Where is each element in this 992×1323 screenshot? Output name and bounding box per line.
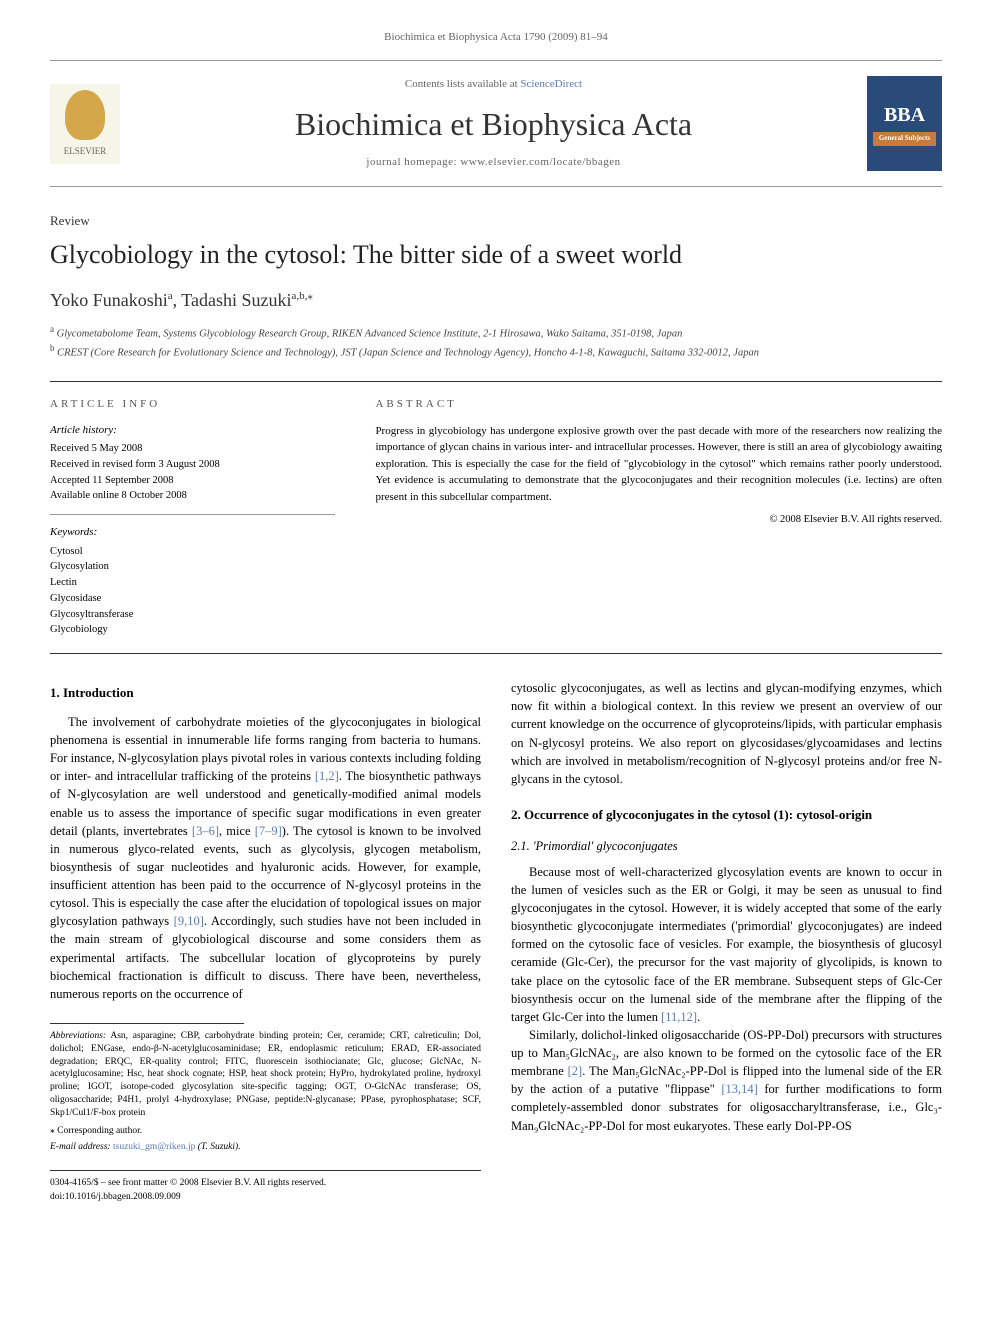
doi: doi:10.1016/j.bbagen.2008.09.009 — [50, 1191, 481, 1205]
info-heading: ARTICLE INFO — [50, 397, 335, 412]
abbreviations-footnote: Abbreviations: Asn, asparagine; CBP, car… — [50, 1030, 481, 1120]
affiliations: a Glycometabolome Team, Systems Glycobio… — [50, 323, 942, 362]
author-1: Yoko Funakoshi — [50, 290, 168, 310]
affil-b-sup: b — [50, 343, 55, 353]
citation-link[interactable]: [2] — [568, 1064, 583, 1078]
body-columns: 1. Introduction The involvement of carbo… — [50, 679, 942, 1205]
citation-link[interactable]: [1,2] — [315, 769, 339, 783]
contents-prefix: Contents lists available at — [405, 78, 520, 90]
keyword: Glycosidase — [50, 591, 335, 607]
authors: Yoko Funakoshia, Tadashi Suzukia,b,⁎ — [50, 288, 942, 313]
section-2-1-heading: 2.1. 'Primordial' glycoconjugates — [511, 837, 942, 855]
corresponding-author: ⁎ Corresponding author. — [50, 1125, 481, 1139]
masthead: ELSEVIER Contents lists available at Sci… — [50, 60, 942, 187]
keyword: Cytosol — [50, 544, 335, 560]
affil-b-text: CREST (Core Research for Evolutionary Sc… — [57, 348, 759, 359]
text: , mice — [219, 824, 255, 838]
contents-line: Contents lists available at ScienceDirec… — [120, 77, 867, 92]
article-type: Review — [50, 212, 942, 230]
bba-subjects: General Subjects — [873, 132, 936, 146]
abstract-heading: ABSTRACT — [375, 397, 942, 412]
text: ). The cytosol is known to be involved i… — [50, 824, 481, 929]
elsevier-label: ELSEVIER — [64, 145, 107, 158]
journal-citation: Biochimica et Biophysica Acta 1790 (2009… — [50, 30, 942, 45]
citation-link[interactable]: [3–6] — [192, 824, 219, 838]
bba-logo: BBA General Subjects — [867, 76, 942, 171]
author-2: Tadashi Suzuki — [181, 290, 291, 310]
email-link[interactable]: tsuzuki_gm@riken.jp — [113, 1142, 195, 1152]
abstract-block: ABSTRACT Progress in glycobiology has un… — [375, 397, 942, 638]
article-info: ARTICLE INFO Article history: Received 5… — [50, 397, 335, 638]
s2-1-para-1: Because most of well-characterized glyco… — [511, 863, 942, 1026]
masthead-center: Contents lists available at ScienceDirec… — [120, 77, 867, 171]
info-abstract-row: ARTICLE INFO Article history: Received 5… — [50, 381, 942, 654]
elsevier-logo: ELSEVIER — [50, 84, 120, 164]
author-2-sup: a,b, — [292, 290, 308, 302]
keyword: Glycosyltransferase — [50, 607, 335, 623]
front-matter: 0304-4165/$ – see front matter © 2008 El… — [50, 1170, 481, 1191]
keyword: Glycobiology — [50, 622, 335, 638]
abbrev-text: Asn, asparagine; CBP, carbohydrate bindi… — [50, 1031, 481, 1118]
keyword: Lectin — [50, 575, 335, 591]
intro-para-1: The involvement of carbohydrate moieties… — [50, 713, 481, 1003]
s2-1-para-2: Similarly, dolichol-linked oligosacchari… — [511, 1026, 942, 1135]
online-date: Available online 8 October 2008 — [50, 488, 335, 504]
sciencedirect-link[interactable]: ScienceDirect — [520, 78, 582, 90]
citation-link[interactable]: [7–9] — [255, 824, 282, 838]
citation-link[interactable]: [13,14] — [721, 1082, 757, 1096]
text: . — [697, 1010, 700, 1024]
homepage-url[interactable]: www.elsevier.com/locate/bbagen — [460, 156, 620, 168]
section-2-heading: 2. Occurrence of glycoconjugates in the … — [511, 806, 942, 825]
column-right: cytosolic glycoconjugates, as well as le… — [511, 679, 942, 1205]
affiliation-b: b CREST (Core Research for Evolutionary … — [50, 342, 942, 361]
elsevier-tree-icon — [65, 90, 105, 140]
author-1-sup: a — [168, 290, 173, 302]
affil-a-sup: a — [50, 324, 54, 334]
homepage-prefix: journal homepage: — [366, 156, 460, 168]
affil-a-text: Glycometabolome Team, Systems Glycobiolo… — [57, 328, 683, 339]
bba-label: BBA — [884, 101, 925, 129]
keywords-label: Keywords: — [50, 525, 335, 540]
received-date: Received 5 May 2008 — [50, 441, 335, 457]
revised-date: Received in revised form 3 August 2008 — [50, 457, 335, 473]
journal-title: Biochimica et Biophysica Acta — [120, 102, 867, 147]
footnote-separator — [50, 1023, 244, 1024]
intro-para-continued: cytosolic glycoconjugates, as well as le… — [511, 679, 942, 788]
article-title: Glycobiology in the cytosol: The bitter … — [50, 239, 942, 270]
citation-link[interactable]: [11,12] — [661, 1010, 697, 1024]
keyword: Glycosylation — [50, 559, 335, 575]
email-line: E-mail address: tsuzuki_gm@riken.jp (T. … — [50, 1141, 481, 1155]
copyright: © 2008 Elsevier B.V. All rights reserved… — [375, 513, 942, 528]
citation-link[interactable]: [9,10] — [174, 914, 204, 928]
abbrev-label: Abbreviations: — [50, 1031, 106, 1041]
history-label: Article history: — [50, 423, 335, 438]
column-left: 1. Introduction The involvement of carbo… — [50, 679, 481, 1205]
corresponding-star-icon: ⁎ — [307, 290, 313, 302]
abstract-text: Progress in glycobiology has undergone e… — [375, 423, 942, 506]
section-1-heading: 1. Introduction — [50, 684, 481, 703]
corr-text: Corresponding author. — [55, 1126, 142, 1136]
email-label: E-mail address: — [50, 1142, 113, 1152]
affiliation-a: a Glycometabolome Team, Systems Glycobio… — [50, 323, 942, 342]
history-block: Article history: Received 5 May 2008 Rec… — [50, 423, 335, 515]
journal-homepage: journal homepage: www.elsevier.com/locat… — [120, 155, 867, 170]
text: Because most of well-characterized glyco… — [511, 865, 942, 1024]
email-suffix: (T. Suzuki). — [195, 1142, 240, 1152]
accepted-date: Accepted 11 September 2008 — [50, 473, 335, 489]
